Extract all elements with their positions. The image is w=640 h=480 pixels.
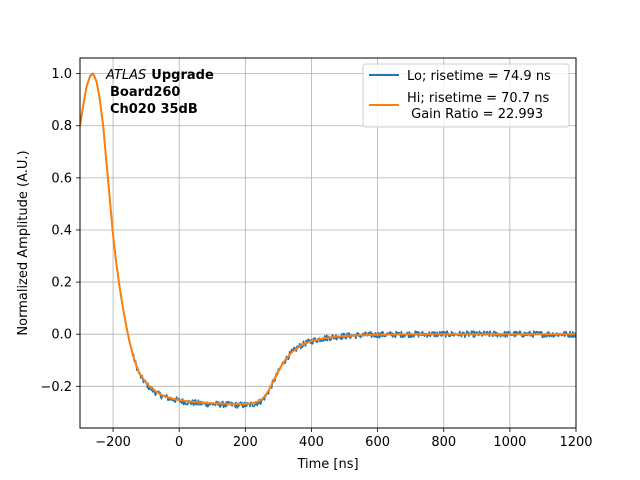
y-tick-label: 0.8: [51, 119, 72, 134]
legend: Lo; risetime = 74.9 ns Hi; risetime = 70…: [362, 63, 570, 128]
legend-label-gain-ratio: Gain Ratio = 22.993: [407, 107, 543, 122]
plot-area: [80, 72, 576, 409]
x-axis-label: Time [ns]: [296, 457, 358, 472]
y-tick-label: 0.4: [51, 223, 72, 238]
legend-label-lo: Lo; risetime = 74.9 ns: [407, 69, 551, 84]
y-axis: −0.2 0.0 0.2 0.4 0.6 0.8 1.0: [40, 67, 80, 395]
y-tick-label: 1.0: [51, 67, 72, 82]
x-tick-label: 600: [365, 435, 390, 450]
x-tick-label: 0: [175, 435, 183, 450]
y-axis-label: Normalized Amplitude (A.U.): [16, 150, 31, 335]
axes-frame: [79, 57, 577, 429]
atlas-label: ATLAS: [105, 68, 146, 83]
x-tick-label: 200: [233, 435, 258, 450]
series-line-hi: [80, 72, 576, 406]
x-tick-label: 800: [431, 435, 456, 450]
y-tick-label: 0.2: [51, 276, 72, 291]
x-tick-label: 400: [299, 435, 324, 450]
y-tick-label: −0.2: [40, 380, 72, 395]
x-axis: −200 0 200 400 600 800 1000 1200: [95, 428, 593, 450]
x-tick-label: 1000: [493, 435, 526, 450]
y-tick-label: 0.6: [51, 171, 72, 186]
y-tick-label: 0.0: [51, 328, 72, 343]
legend-label-hi: Hi; risetime = 70.7 ns: [407, 91, 549, 106]
legend-box: [362, 63, 570, 128]
upgrade-label: Upgrade: [151, 68, 214, 83]
x-tick-label: −200: [95, 435, 131, 450]
annotation-line-3: Ch020 35dB: [110, 102, 198, 117]
annotation-block: ATLAS Upgrade Board260 Ch020 35dB: [105, 68, 214, 117]
annotation-line-2: Board260: [110, 85, 180, 100]
x-tick-label: 1200: [559, 435, 592, 450]
annotation-line-1: ATLAS Upgrade: [105, 68, 214, 83]
